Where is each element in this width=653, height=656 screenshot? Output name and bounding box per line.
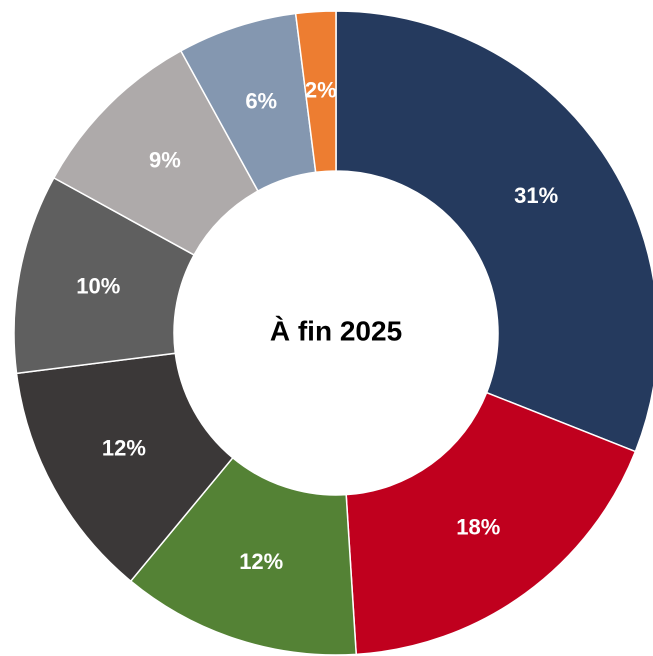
chart-title: À fin 2025 (270, 315, 402, 346)
slice (294, 10, 337, 174)
data-label: 2% (305, 77, 337, 102)
data-label: 18% (456, 515, 500, 540)
data-label: 9% (149, 148, 181, 173)
data-label: 6% (245, 89, 277, 114)
data-label: 31% (514, 183, 558, 208)
slice (15, 352, 234, 583)
slice (129, 456, 358, 656)
slice (335, 10, 653, 453)
slice (345, 391, 637, 656)
data-label: 12% (239, 549, 283, 574)
data-label: 10% (76, 273, 120, 298)
data-label: 12% (102, 435, 146, 460)
